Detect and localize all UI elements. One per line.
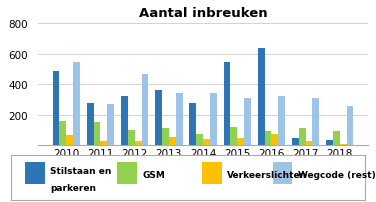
Bar xyxy=(340,144,347,145)
Bar xyxy=(128,130,135,145)
Text: Stilstaan en: Stilstaan en xyxy=(50,167,112,176)
Bar xyxy=(230,127,237,145)
Bar xyxy=(273,162,292,184)
Bar xyxy=(244,98,251,145)
Bar xyxy=(87,104,94,145)
Bar xyxy=(162,129,169,145)
Bar xyxy=(326,140,333,145)
Bar xyxy=(265,132,271,145)
Bar xyxy=(121,97,128,145)
Bar xyxy=(94,122,100,145)
Bar xyxy=(210,93,217,145)
Bar xyxy=(176,94,182,145)
Bar xyxy=(26,162,45,184)
Bar xyxy=(190,103,196,145)
Bar xyxy=(237,138,244,145)
Bar xyxy=(258,49,265,145)
Bar xyxy=(271,134,278,145)
Bar xyxy=(73,63,80,145)
Bar xyxy=(155,91,162,145)
Bar xyxy=(203,139,210,145)
Bar xyxy=(196,134,203,145)
Text: GSM: GSM xyxy=(142,170,165,179)
Bar xyxy=(141,75,149,145)
Bar xyxy=(299,129,306,145)
Bar xyxy=(135,141,141,145)
Bar xyxy=(59,121,66,145)
Bar xyxy=(169,137,176,145)
Bar xyxy=(100,141,107,145)
Bar xyxy=(312,98,319,145)
Bar xyxy=(107,105,114,145)
Text: parkeren: parkeren xyxy=(50,183,96,192)
Bar xyxy=(347,107,353,145)
Bar xyxy=(278,97,285,145)
Text: Verkeerslichten: Verkeerslichten xyxy=(227,170,307,179)
Bar xyxy=(66,136,73,145)
Text: Wegcode (rest): Wegcode (rest) xyxy=(297,170,375,179)
Bar xyxy=(53,71,59,145)
Bar xyxy=(117,162,137,184)
Title: Aantal inbreuken: Aantal inbreuken xyxy=(139,7,267,20)
Bar xyxy=(292,139,299,145)
Bar xyxy=(333,131,340,145)
Bar xyxy=(306,142,312,145)
Bar xyxy=(202,162,221,184)
Bar xyxy=(224,63,230,145)
